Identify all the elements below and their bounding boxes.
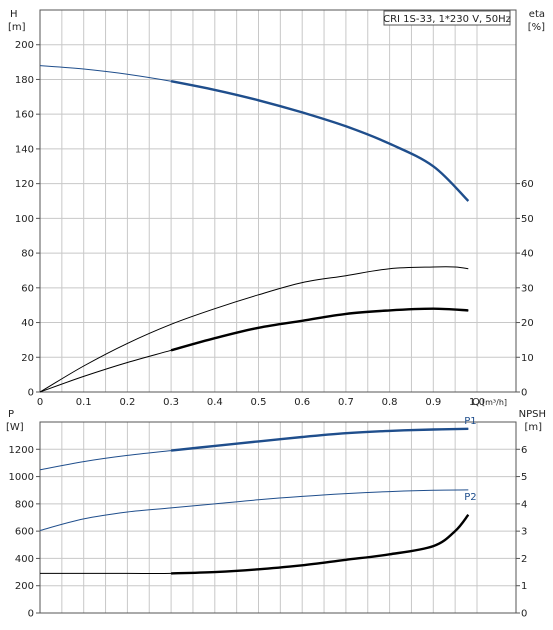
x-axis-tick-label: 0.1 [76,397,92,408]
right-axis-tick-label: 50 [521,214,534,225]
bottom-series-0-thick [170,427,469,452]
bottom-chart-frame [39,421,517,614]
bottom-chart-grid [40,421,516,613]
right-axis-tick-label: 30 [521,283,534,294]
left-axis-tick-label: 1000 [9,472,34,483]
right-axis-tick-label: 40 [521,249,534,260]
top-chart-grid [40,9,516,392]
top-series-0-thick [170,80,470,202]
top-series-2-thin [39,308,469,393]
top-series-1-thin [39,266,469,393]
left-axis-tick-label: 140 [15,144,34,155]
series-label-p1: P1 [464,416,476,427]
top-left-axis-label: H [10,9,18,20]
x-axis-tick-label: 0.4 [207,397,223,408]
bottom-chart-series: P1 P2 [39,416,477,575]
x-axis-tick-label: 0.8 [382,397,398,408]
x-axis-tick-label: 0.3 [163,397,179,408]
chart-title: CRI 1S-33, 1*230 V, 50Hz [383,14,511,25]
right-axis-tick-label: 60 [521,179,534,190]
top-chart-series [39,65,470,393]
bottom-left-axis-unit: [W] [6,422,24,433]
bottom-series-1-thin [39,489,469,531]
left-axis-tick-label: 100 [15,214,34,225]
x-axis-tick-label: 0.2 [119,397,135,408]
right-axis-tick-label: 3 [521,527,527,538]
bottom-right-axis-label: NPSH [519,409,546,420]
top-right-axis-label: eta [529,9,545,20]
left-axis-tick-label: 60 [21,283,34,294]
bottom-series-2-thick [171,514,470,575]
top-chart-ticks: 0 20 40 60 80 100 120 140 160 180 200 0 10 20 30 40 50 60… [15,40,534,408]
left-axis-tick-label: 160 [15,110,34,121]
left-axis-tick-label: 400 [15,554,34,565]
left-axis-tick-label: 20 [21,353,34,364]
x-axis-tick-label: 0.7 [338,397,354,408]
bottom-series-2-thin [39,514,469,575]
left-axis-tick-label: 0 [28,388,34,399]
right-axis-tick-label: 10 [521,353,534,364]
bottom-chart-ticks: 0 200 400 600 800 1000 1200 0 1 2 3 4 5 6 [9,445,528,620]
right-axis-tick-label: 4 [521,499,527,510]
right-axis-tick-label: 5 [521,472,527,483]
right-axis-tick-label: 1 [521,581,527,592]
top-series-2-thick [170,307,469,352]
top-series-0-thin [39,65,469,202]
x-axis-tick-label: 0.5 [251,397,267,408]
top-chart-frame [39,9,517,393]
top-left-axis-unit: [m] [8,22,26,33]
bottom-left-axis-label: P [8,409,14,420]
x-axis-label: Q [472,397,480,408]
left-axis-tick-label: 800 [15,499,34,510]
left-axis-tick-label: 200 [15,40,34,51]
x-axis-tick-label: 0 [37,397,43,408]
x-axis-tick-label: 0.6 [294,397,310,408]
left-axis-tick-label: 0 [28,609,34,620]
left-axis-tick-label: 40 [21,318,34,329]
x-axis-tick-label: 1.0 [469,397,485,408]
x-axis-unit: [m³/h] [482,398,507,407]
right-axis-tick-label: 6 [521,445,527,456]
left-axis-tick-label: 120 [15,179,34,190]
top-right-axis-unit: [%] [528,22,545,33]
right-axis-tick-label: 20 [521,318,534,329]
left-axis-tick-label: 600 [15,527,34,538]
right-axis-tick-label: 0 [521,388,527,399]
left-axis-tick-label: 180 [15,75,34,86]
right-axis-tick-label: 2 [521,554,527,565]
series-label-p2: P2 [464,492,476,503]
left-axis-tick-label: 80 [21,249,34,260]
x-axis-tick-label: 0.9 [425,397,441,408]
bottom-right-axis-unit: [m] [524,422,542,433]
left-axis-tick-label: 200 [15,581,34,592]
right-axis-tick-label: 0 [521,609,527,620]
left-axis-tick-label: 1200 [9,445,34,456]
chart-title-box [383,10,511,26]
